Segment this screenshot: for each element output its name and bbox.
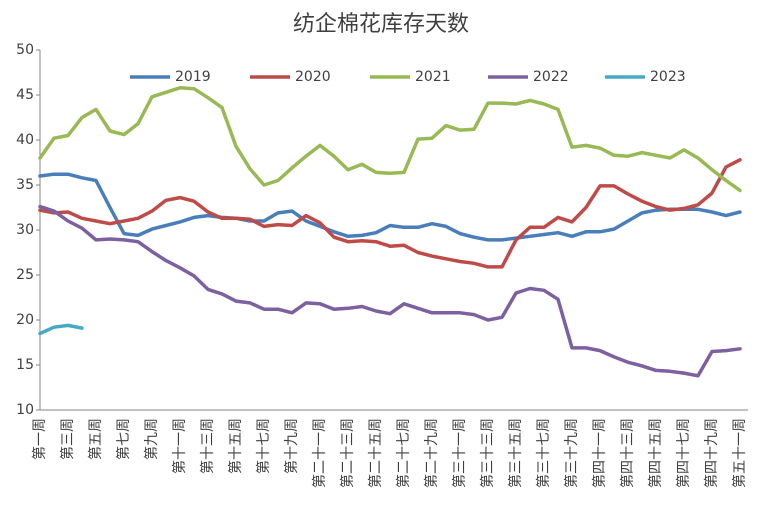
x-tick-label: 第三十九周 [563, 418, 580, 488]
x-tick-label: 第二十九周 [423, 418, 440, 488]
x-tick-label: 第十一周 [171, 418, 188, 474]
line-series [38, 323, 84, 336]
x-tick-label: 第三十七周 [535, 418, 552, 488]
x-tick-label: 第十九周 [283, 418, 300, 474]
legend-label: 2022 [533, 69, 569, 85]
x-tick-label: 第四十一周 [591, 418, 608, 488]
chart-title: 纺企棉花库存天数 [293, 12, 469, 37]
y-tick-label: 15 [16, 357, 34, 373]
line-series [38, 204, 742, 378]
x-tick-label: 第三十三周 [479, 418, 496, 488]
x-tick-label: 第四十七周 [675, 418, 692, 488]
line-series [38, 172, 742, 242]
x-tick-label: 第一周 [31, 418, 48, 460]
y-tick-label: 25 [16, 267, 34, 283]
x-tick-label: 第四十三周 [619, 418, 636, 488]
y-tick-label: 45 [16, 87, 34, 103]
x-tick-label: 第三十五周 [507, 418, 524, 488]
legend-label: 2020 [295, 69, 331, 85]
x-tick-label: 第十七周 [255, 418, 272, 474]
x-tick-label: 第二十一周 [311, 418, 328, 488]
line-series [38, 158, 742, 269]
legend-label: 2023 [650, 69, 686, 85]
y-tick-label: 10 [16, 402, 34, 418]
y-tick-label: 20 [16, 312, 34, 328]
x-tick-label: 第十五周 [227, 418, 244, 474]
legend-label: 2021 [415, 69, 451, 85]
x-tick-label: 第四十五周 [647, 418, 664, 488]
line-series [38, 86, 742, 193]
x-tick-label: 第七周 [115, 418, 132, 460]
x-tick-label: 第四十九周 [703, 418, 720, 488]
y-tick-label: 35 [16, 177, 34, 193]
legend-label: 2019 [175, 69, 211, 85]
x-tick-label: 第二十三周 [339, 418, 356, 488]
x-tick-label: 第三十一周 [451, 418, 468, 488]
y-tick-label: 30 [16, 222, 34, 238]
x-tick-label: 第二十五周 [367, 418, 384, 488]
x-tick-label: 第九周 [143, 418, 160, 460]
y-tick-label: 40 [16, 132, 34, 148]
x-tick-label: 第三周 [59, 418, 76, 460]
x-tick-label: 第二十七周 [395, 418, 412, 488]
x-tick-label: 第五周 [87, 418, 104, 460]
x-tick-label: 第十三周 [199, 418, 216, 474]
x-tick-label: 第五十一周 [731, 418, 748, 488]
y-tick-label: 50 [16, 42, 34, 58]
